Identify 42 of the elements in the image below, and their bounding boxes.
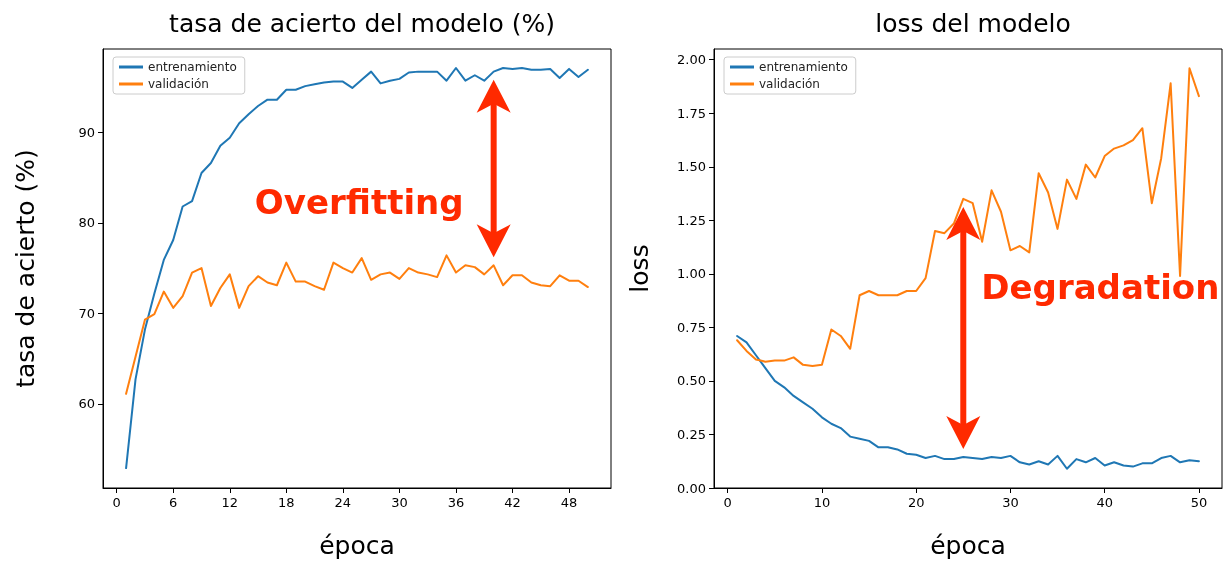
y-tick-label: 0.25: [677, 426, 706, 442]
x-tick-label: 50: [1190, 495, 1208, 510]
annotation: Overfitting: [254, 181, 464, 222]
y-tick-label: 0.50: [677, 373, 706, 389]
y-tick-label: 0.00: [677, 480, 706, 496]
x-tick-label: 30: [391, 495, 408, 510]
y-axis-title: tasa de acierto (%): [11, 149, 40, 388]
y-tick-label: 90: [78, 124, 95, 140]
legend-label: entrenamiento: [148, 60, 237, 74]
x-tick-label: 6: [169, 495, 178, 510]
x-tick-label: 24: [334, 495, 352, 510]
x-axis-title: época: [319, 531, 395, 560]
x-tick-label: 36: [447, 495, 465, 510]
chart-title: tasa de acierto del modelo (%): [169, 9, 555, 38]
legend-label: validación: [759, 77, 820, 91]
y-tick-label: 1.75: [677, 105, 706, 121]
y-tick-label: 80: [78, 215, 95, 231]
y-tick-label: 2.00: [677, 52, 706, 68]
x-tick-label: 18: [278, 495, 295, 510]
x-tick-label: 48: [560, 495, 578, 510]
x-tick-label: 0: [723, 495, 732, 510]
x-tick-label: 42: [504, 495, 521, 510]
line-series: [736, 334, 1200, 470]
legend-label: validación: [148, 77, 209, 91]
y-tick-label: 60: [78, 396, 95, 412]
x-tick-label: 40: [1096, 495, 1113, 510]
x-tick-label: 12: [221, 495, 239, 510]
y-tick-label: 70: [78, 305, 95, 321]
x-tick-label: 30: [1002, 495, 1019, 510]
x-tick-label: 0: [112, 495, 121, 510]
legend-label: entrenamiento: [759, 60, 848, 74]
annotation: Degradation: [981, 267, 1220, 308]
chart-title: loss del modelo: [875, 9, 1071, 38]
y-tick-label: 0.75: [677, 319, 706, 335]
x-axis-title: época: [930, 531, 1006, 560]
x-tick-label: 10: [813, 495, 831, 510]
line-series: [125, 254, 589, 395]
y-tick-label: 1.50: [677, 159, 706, 175]
y-tick-label: 1.25: [677, 212, 706, 228]
x-tick-label: 20: [907, 495, 925, 510]
y-tick-label: 1.00: [677, 266, 706, 282]
y-axis-title: loss: [625, 244, 654, 293]
